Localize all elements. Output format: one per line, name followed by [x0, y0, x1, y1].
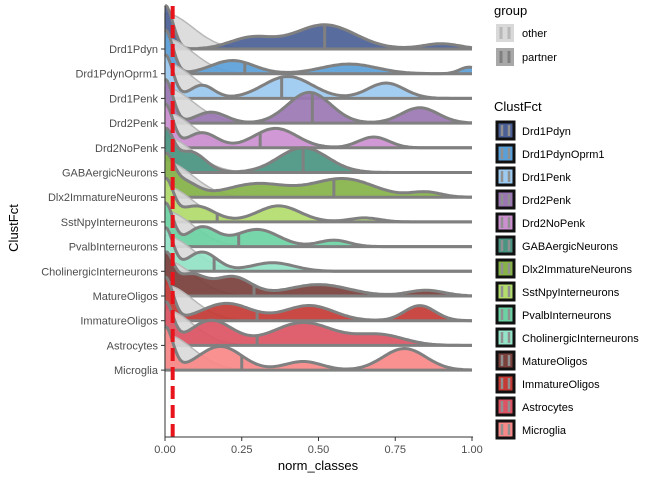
- legend-group: group other partner: [494, 3, 557, 66]
- legend-swatch-Dlx2ImmatureNeurons: [497, 260, 514, 277]
- x-tick-label: 0.50: [308, 444, 329, 456]
- ridge-Drd2Penk: [165, 79, 472, 123]
- legend-label-PvalbInterneurons: PvalbInterneurons: [522, 310, 612, 322]
- legend-label-SstNpyInterneurons: SstNpyInterneurons: [522, 287, 620, 299]
- y-tick-label: Drd2NoPenk: [95, 143, 158, 155]
- y-tick-label: Drd1Penk: [109, 93, 158, 105]
- y-tick-label: SstNpyInterneurons: [61, 217, 159, 229]
- legend-swatch-Astrocytes: [497, 398, 514, 415]
- y-tick-label: Drd1Pdyn: [109, 44, 158, 56]
- y-axis-title: ClustFct: [6, 204, 21, 252]
- legend-swatch-Drd1Pdyn: [497, 122, 514, 139]
- legend-swatch-CholinergicInterneurons: [497, 329, 514, 346]
- y-tick-label: GABAergicNeurons: [62, 168, 158, 180]
- legend-swatch-Drd2Penk: [497, 191, 514, 208]
- legend-label-Drd1Pdyn: Drd1Pdyn: [522, 126, 571, 138]
- x-tick-label: 1.00: [461, 444, 482, 456]
- legend-label-GABAergicNeurons: GABAergicNeurons: [522, 241, 618, 253]
- ridges-layer: [165, 5, 472, 370]
- legend-label-MatureOligos: MatureOligos: [522, 356, 588, 368]
- legend-label-Dlx2ImmatureNeurons: Dlx2ImmatureNeurons: [522, 264, 633, 276]
- ridge-Drd1Penk: [165, 54, 472, 98]
- legend-label-Drd2Penk: Drd2Penk: [522, 195, 571, 207]
- y-tick-label: PvalbInterneurons: [69, 242, 159, 254]
- legend-swatch-PvalbInterneurons: [497, 306, 514, 323]
- legend-swatch-MatureOligos: [497, 352, 514, 369]
- y-tick-label: Microglia: [114, 365, 159, 377]
- legend-key-partner: [496, 48, 514, 66]
- x-tick-label: 0.00: [154, 444, 175, 456]
- legend-label-other: other: [522, 28, 547, 40]
- legend-swatch-Drd1PdynOprm1: [497, 145, 514, 162]
- ridge-Drd1Pdyn: [165, 5, 472, 49]
- ridge-fill-Drd2Penk: [165, 79, 472, 123]
- x-axis-title: norm_classes: [278, 458, 359, 473]
- y-tick-label: Drd2Penk: [109, 118, 158, 130]
- legend-clustfct-title: ClustFct: [494, 99, 542, 114]
- legend-label-ImmatureOligos: ImmatureOligos: [522, 379, 600, 391]
- legend-label-Microglia: Microglia: [522, 425, 567, 437]
- y-tick-label: Dlx2ImmatureNeurons: [48, 192, 159, 204]
- ridge-fill-Drd1Penk: [165, 54, 472, 98]
- legend-key-other: [496, 24, 514, 42]
- legend-label-Drd1PdynOprm1: Drd1PdynOprm1: [522, 149, 605, 161]
- y-tick-label: Astrocytes: [107, 340, 159, 352]
- legend-label-Astrocytes: Astrocytes: [522, 402, 574, 414]
- legend-label-Drd1Penk: Drd1Penk: [522, 172, 571, 184]
- legend-label-CholinergicInterneurons: CholinergicInterneurons: [522, 333, 639, 345]
- y-tick-label: Drd1PdynOprm1: [75, 69, 158, 81]
- x-tick-label: 0.25: [231, 444, 252, 456]
- legend-clustfct: ClustFct Drd1Pdyn Drd1PdynOprm1 Drd1Penk Drd…: [494, 99, 639, 438]
- y-tick-label: MatureOligos: [93, 291, 159, 303]
- legend-swatch-Drd2NoPenk: [497, 214, 514, 231]
- legend-swatch-Microglia: [497, 421, 514, 438]
- legend-swatch-GABAergicNeurons: [497, 237, 514, 254]
- legend-label-partner: partner: [522, 52, 557, 64]
- legend-group-title: group: [494, 3, 527, 18]
- legend-swatch-SstNpyInterneurons: [497, 283, 514, 300]
- x-tick-label: 0.75: [385, 444, 406, 456]
- y-tick-label: ImmatureOligos: [80, 316, 158, 328]
- legend-label-Drd2NoPenk: Drd2NoPenk: [522, 218, 585, 230]
- legend-swatch-Drd1Penk: [497, 168, 514, 185]
- y-tick-label: CholinergicInterneurons: [41, 266, 158, 278]
- legend-swatch-ImmatureOligos: [497, 375, 514, 392]
